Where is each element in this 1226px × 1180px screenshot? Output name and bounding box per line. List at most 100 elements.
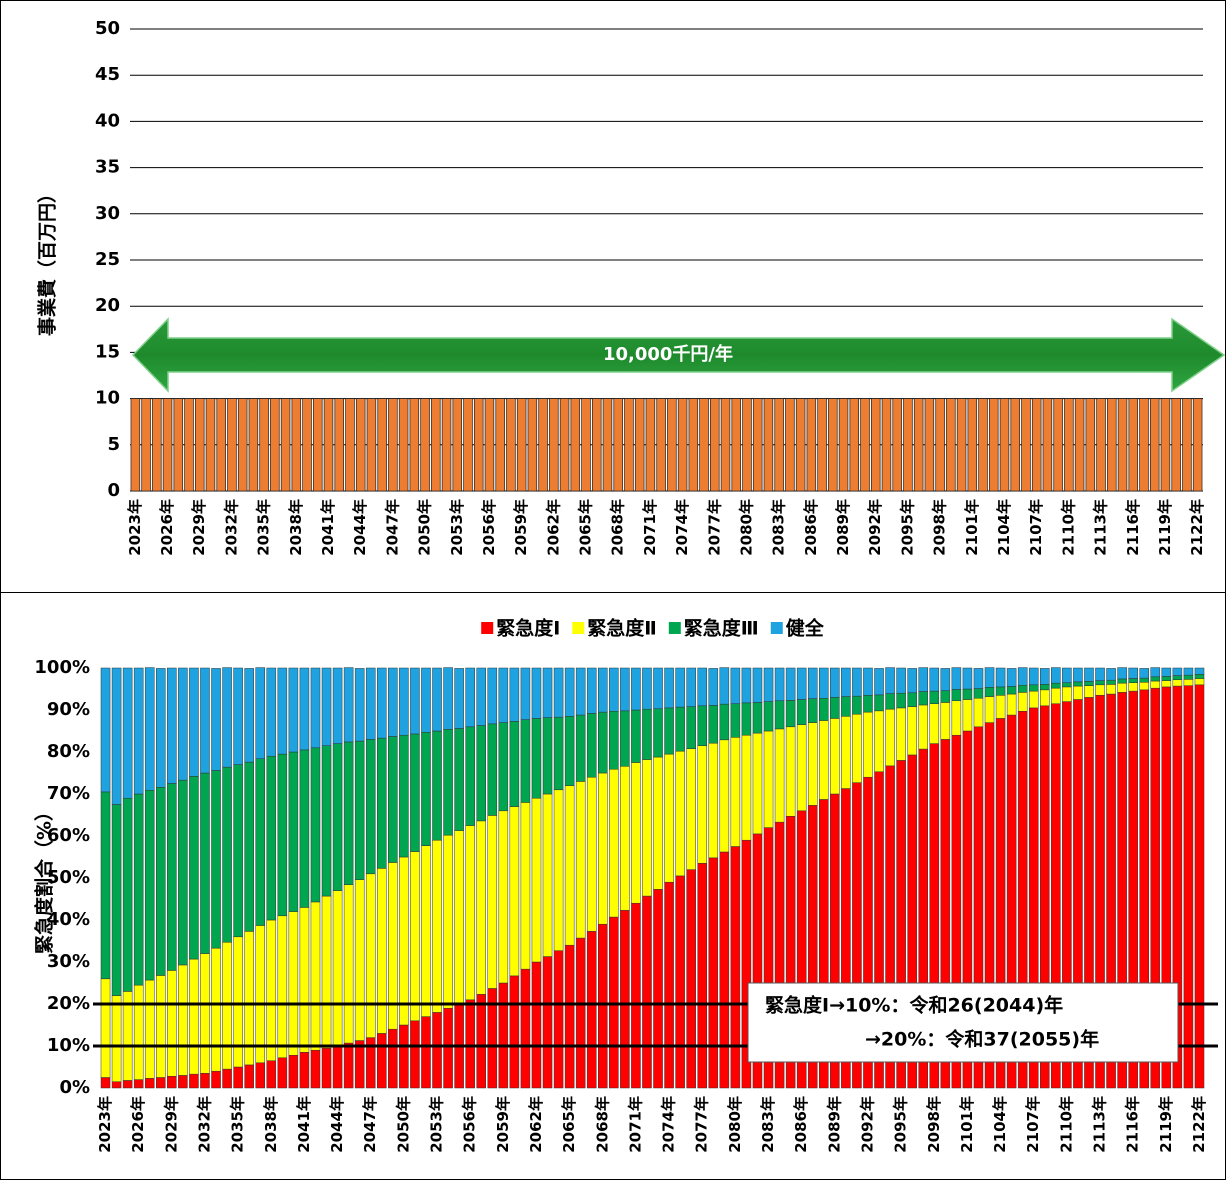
- bar-segment: [918, 691, 929, 706]
- x-tick-label: 2050年: [394, 1096, 412, 1153]
- bar-segment: [365, 873, 376, 1038]
- bar-segment: [266, 919, 277, 1061]
- bar-segment: [885, 708, 895, 767]
- bar-segment: [542, 717, 553, 795]
- bar: [656, 398, 666, 492]
- bar: [473, 398, 484, 492]
- x-tick-label: 2071年: [641, 499, 659, 556]
- bar-segment: [487, 723, 498, 816]
- bar: [302, 398, 312, 492]
- annotation-text: 緊急度Ⅰ→10%：令和26(2044)年: [765, 994, 1063, 1017]
- bar-segment: [686, 748, 696, 870]
- bar-segment: [818, 720, 829, 800]
- bar-segment: [509, 806, 520, 977]
- bar: [248, 398, 259, 492]
- bar: [377, 398, 387, 492]
- x-tick-label: 2098年: [925, 1096, 943, 1153]
- bar-segment: [244, 1064, 254, 1089]
- bar: [516, 398, 527, 492]
- x-tick-label: 2062年: [527, 1096, 545, 1153]
- bar: [527, 398, 538, 492]
- bar: [452, 398, 463, 492]
- bar-segment: [277, 1057, 288, 1089]
- x-tick-label: 2026年: [158, 499, 176, 556]
- bar: [398, 398, 409, 492]
- bar-segment: [155, 975, 166, 1078]
- bar-segment: [675, 875, 685, 1089]
- bar-segment: [332, 1045, 343, 1089]
- bar-segment: [133, 667, 144, 795]
- y-tick-label: 50: [95, 18, 120, 39]
- x-tick-label: 2101年: [958, 1096, 976, 1153]
- bar-segment: [354, 879, 365, 1041]
- bar: [270, 398, 280, 492]
- y-tick-label: 60%: [47, 825, 90, 846]
- bar: [1031, 398, 1042, 492]
- bar-segment: [774, 700, 785, 730]
- bar-segment: [288, 667, 299, 753]
- bar-segment: [807, 667, 818, 699]
- legend-swatch: [481, 622, 494, 634]
- bar-segment: [100, 667, 111, 793]
- bar-segment: [597, 923, 608, 1089]
- bar-segment: [222, 942, 232, 1070]
- x-tick-label: 2086年: [802, 499, 820, 556]
- bar: [699, 398, 709, 492]
- top-panel: [0, 0, 1226, 593]
- bar-segment: [818, 667, 829, 699]
- bar-segment: [432, 839, 442, 1013]
- x-tick-label: 2047年: [383, 499, 401, 556]
- bar: [924, 398, 935, 492]
- bar-segment: [509, 721, 520, 807]
- y-tick-label: 40%: [47, 909, 90, 930]
- bar-segment: [211, 770, 221, 949]
- bar-segment: [863, 667, 873, 696]
- bar-segment: [940, 690, 951, 703]
- x-tick-label: 2095年: [892, 1096, 910, 1153]
- bar-segment: [255, 925, 266, 1064]
- bar: [999, 398, 1010, 492]
- bar-segment: [376, 1033, 387, 1089]
- bar: [162, 398, 173, 492]
- bar-segment: [1095, 667, 1105, 681]
- y-tick-label: 35: [95, 157, 120, 178]
- bar: [259, 398, 269, 492]
- bar-segment: [1017, 692, 1028, 712]
- bar-segment: [167, 667, 177, 784]
- bar-segment: [653, 667, 663, 709]
- bar-segment: [1117, 682, 1127, 693]
- bar: [946, 398, 956, 492]
- bar-segment: [167, 970, 177, 1077]
- bar-segment: [255, 1062, 266, 1089]
- bar-segment: [609, 768, 619, 918]
- bar-segment: [233, 764, 243, 938]
- bar-segment: [1183, 685, 1194, 1089]
- bar-segment: [288, 751, 299, 912]
- bar-segment: [487, 815, 498, 989]
- bar-segment: [255, 667, 266, 759]
- bar-segment: [321, 667, 332, 746]
- bar-segment: [830, 718, 840, 795]
- bar: [849, 398, 860, 492]
- bar: [860, 398, 870, 492]
- bar-segment: [863, 711, 873, 778]
- bar-segment: [575, 714, 586, 782]
- bar: [989, 398, 999, 492]
- bar-segment: [631, 667, 641, 711]
- bar: [645, 398, 656, 492]
- bar-segment: [586, 713, 597, 778]
- x-tick-label: 2059年: [494, 1096, 512, 1153]
- bar: [624, 398, 634, 492]
- x-tick-label: 2122年: [1190, 1096, 1208, 1153]
- bar-segment: [807, 722, 818, 806]
- bar: [667, 398, 677, 492]
- x-tick-label: 2107年: [1024, 1096, 1042, 1153]
- bar-segment: [885, 693, 895, 710]
- bar-segment: [100, 1077, 111, 1089]
- bar-segment: [741, 702, 752, 736]
- x-tick-label: 2023年: [126, 499, 144, 556]
- bar-segment: [1039, 689, 1050, 707]
- bar-segment: [332, 890, 343, 1047]
- bar-segment: [244, 668, 254, 763]
- bar-segment: [785, 667, 796, 701]
